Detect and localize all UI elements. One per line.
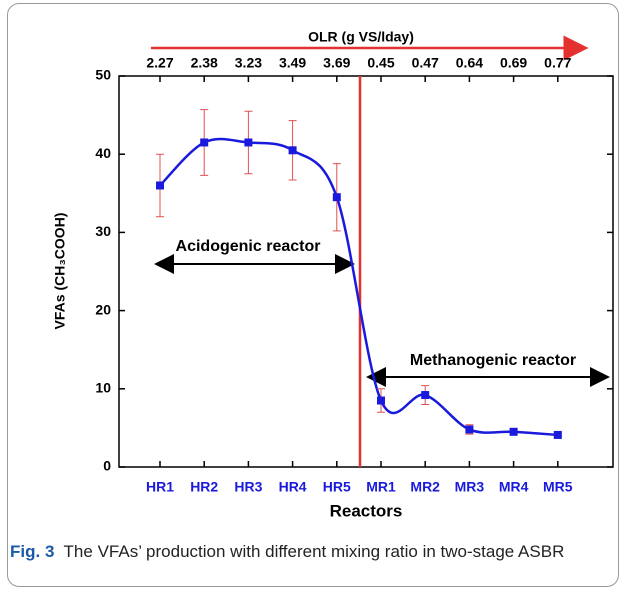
top-tick-label: 0.69 <box>500 55 527 71</box>
x-tick-label: MR1 <box>366 479 396 495</box>
top-tick-label: 0.77 <box>544 55 571 71</box>
marker <box>421 391 430 400</box>
top-tick-label: 3.49 <box>279 55 306 71</box>
top-tick-label: 2.27 <box>146 55 173 71</box>
marker <box>377 396 385 405</box>
x-tick-label: HR5 <box>323 479 351 495</box>
x-axis-label: Reactors <box>330 501 403 520</box>
chart: OLR (g VS/lday) Acidogenic reactor Metha… <box>52 29 614 520</box>
annotation: Acidogenic reactor <box>176 238 321 255</box>
figure: OLR (g VS/lday) Acidogenic reactor Metha… <box>7 3 619 587</box>
marker <box>553 430 562 439</box>
marker <box>509 427 518 436</box>
top-tick-label: 0.47 <box>412 55 439 71</box>
x-tick-label: MR2 <box>410 479 440 495</box>
x-tick-label: MR3 <box>455 479 485 495</box>
marker <box>200 138 209 147</box>
caption: Fig. 3 The VFAs’ production with differe… <box>10 540 600 563</box>
y-tick-label: 20 <box>95 301 111 317</box>
marker <box>465 425 474 434</box>
top-tick-label: 0.64 <box>456 55 483 71</box>
y-tick-label: 50 <box>95 67 111 83</box>
y-axis-label: VFAs (CH₃COOH) <box>52 213 68 330</box>
y-tick-label: 30 <box>95 223 111 239</box>
x-tick-label: HR1 <box>146 479 174 495</box>
x-tick-label: HR2 <box>190 479 218 495</box>
top-tick-label: 3.69 <box>323 55 350 71</box>
top-tick-label: 0.45 <box>367 55 394 71</box>
marker <box>288 146 297 155</box>
caption-label: Fig. 3 <box>10 542 55 561</box>
x-tick-label: HR3 <box>234 479 262 495</box>
marker <box>244 138 253 147</box>
y-tick-label: 0 <box>103 458 111 474</box>
caption-text: The VFAs’ production with different mixi… <box>63 542 565 561</box>
x-tick-label: MR5 <box>543 479 573 495</box>
top-tick-label: 3.23 <box>235 55 262 71</box>
marker <box>332 193 341 202</box>
x-tick-label: MR4 <box>499 479 529 495</box>
y-tick-label: 10 <box>95 380 111 396</box>
annotation: Methanogenic reactor <box>410 352 576 369</box>
y-tick-label: 40 <box>95 145 111 161</box>
top-axis-label: OLR (g VS/lday) <box>308 29 414 45</box>
marker <box>156 181 164 190</box>
top-tick-label: 2.38 <box>191 55 218 71</box>
curve <box>159 137 558 437</box>
plot-frame <box>118 75 614 468</box>
x-tick-label: HR4 <box>279 479 307 495</box>
